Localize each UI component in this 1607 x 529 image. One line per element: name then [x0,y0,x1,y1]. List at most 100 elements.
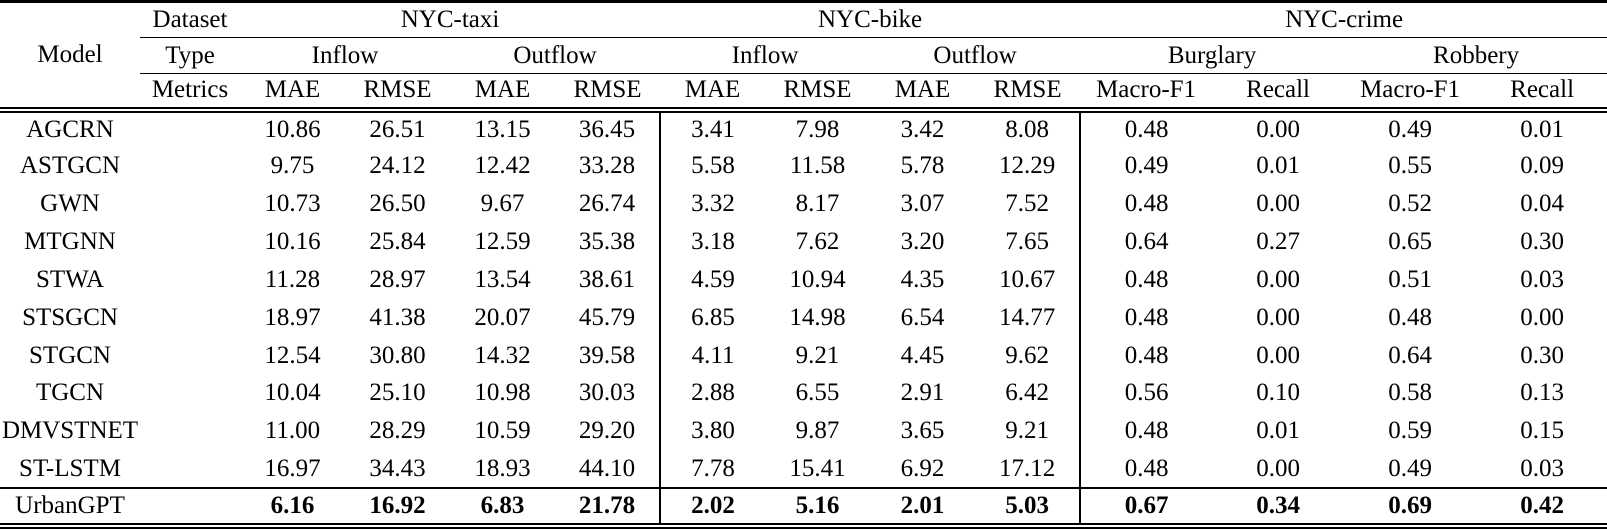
value-cell: 9.21 [1005,417,1049,445]
value-cell: 0.48 [1079,412,1213,451]
header-row-type: Type Inflow Outflow Inflow Outflow Burgl… [0,37,1607,74]
value-cell: 0.00 [1256,454,1300,482]
empty-label-cell [140,147,240,185]
value-cell: 26.74 [578,190,636,218]
empty-label-cell [140,185,240,223]
value-cell: 12.59 [474,228,531,255]
value-cell: 30.80 [369,341,426,369]
value-cell: 3.32 [659,185,766,224]
value-cell: 3.41 [659,109,766,148]
type-taxi-inflow: Inflow [240,37,450,74]
value-cell: 16.92 [345,487,450,529]
value-cell: 0.49 [1079,147,1213,186]
value-cell: 10.94 [789,265,846,293]
table-row: STGCN 12.54 30.80 14.32 39.58 4.11 9.21 … [0,336,1607,375]
table-row-urbangpt: UrbanGPT 6.16 16.92 6.83 21.78 2.02 5.16… [0,487,1607,529]
value-cell: 24.12 [369,152,426,180]
dataset-row-label: Dataset [140,1,240,38]
value-cell: 0.48 [1079,336,1213,375]
value-cell: 16.97 [264,454,321,482]
header-row-dataset: Model Dataset NYC-taxi NYC-bike NYC-crim… [0,1,1607,113]
metric-header: RMSE [975,73,1081,113]
header-row-metrics: Metrics MAE RMSE MAE RMSE MAE RMSE MAE R… [0,73,1607,113]
value-cell: 0.64 [1079,223,1213,261]
table-row: MTGNN 10.16 25.84 12.59 35.38 3.18 7.62 … [0,223,1607,261]
value-cell: 5.78 [900,152,945,180]
value-cell: 0.48 [1079,109,1213,148]
value-cell: 0.03 [1520,265,1564,293]
table-row: STWA 11.28 28.97 13.54 38.61 4.59 10.94 … [0,260,1607,299]
value-cell: 41.38 [369,303,426,331]
value-cell: 0.67 [1079,487,1213,529]
value-cell: 2.88 [659,374,766,413]
value-cell: 6.54 [900,303,945,331]
value-cell: 6.16 [240,487,345,529]
value-cell: 14.98 [789,303,846,331]
value-cell: 0.00 [1256,303,1300,331]
empty-label-cell [140,261,240,299]
value-cell: 2.91 [900,379,945,407]
value-cell: 0.49 [1388,115,1432,143]
value-cell: 9.67 [480,190,525,218]
value-cell: 11.00 [264,417,321,445]
value-cell: 11.58 [789,152,846,180]
value-cell: 3.80 [659,412,766,451]
value-cell: 45.79 [578,303,636,331]
model-name-cell: MTGNN [24,228,116,255]
value-cell: 26.51 [369,115,426,143]
table-row: DMVSTNET 11.00 28.29 10.59 29.20 3.80 9.… [0,412,1607,451]
value-cell: 0.04 [1520,190,1564,218]
model-name-cell: STGCN [29,341,111,369]
value-cell: 5.03 [975,487,1081,529]
value-cell: 10.73 [264,190,321,218]
value-cell: 6.85 [659,298,766,337]
table-row: ST-LSTM 16.97 34.43 18.93 44.10 7.78 15.… [0,450,1607,489]
value-cell: 6.92 [900,454,945,482]
type-bike-outflow: Outflow [870,37,1081,74]
value-cell: 7.98 [795,115,840,143]
value-cell: 7.78 [659,450,766,489]
value-cell: 0.01 [1520,115,1564,143]
value-cell: 0.27 [1256,228,1300,255]
value-cell: 3.07 [900,190,945,218]
value-cell: 9.21 [795,341,840,369]
value-cell: 0.00 [1256,190,1300,218]
model-name-cell: GWN [40,190,100,218]
model-name-cell: STWA [35,265,105,293]
metric-header: MAE [240,73,345,113]
value-cell: 15.41 [789,454,846,482]
value-cell: 21.78 [555,487,661,529]
value-cell: 5.58 [659,147,766,186]
value-cell: 0.48 [1079,298,1213,337]
value-cell: 6.83 [450,487,555,529]
value-cell: 0.69 [1344,487,1477,529]
value-cell: 0.01 [1256,417,1300,445]
model-name-cell: AGCRN [26,115,114,143]
metric-header: MAE [660,73,766,113]
value-cell: 0.56 [1079,374,1213,413]
table-body: AGCRN 10.86 26.51 13.15 36.45 3.41 7.98 … [0,109,1607,529]
value-cell: 7.65 [1005,228,1049,255]
value-cell: 18.93 [474,454,531,482]
metric-header: Recall [1212,73,1345,113]
value-cell: 0.51 [1388,265,1432,293]
value-cell: 0.00 [1256,115,1300,143]
value-cell: 0.00 [1256,265,1300,293]
metric-header: RMSE [555,73,661,113]
type-row-label: Type [140,37,240,74]
metric-header: MAE [870,73,976,113]
value-cell: 39.58 [578,341,636,369]
table-row: ASTGCN 9.75 24.12 12.42 33.28 5.58 11.58… [0,147,1607,186]
metric-header: RMSE [345,73,450,113]
value-cell: 4.59 [659,260,766,299]
dataset-name-nyc-crime: NYC-crime [1080,1,1607,38]
metric-header: MAE [450,73,555,113]
value-cell: 0.30 [1520,341,1564,369]
value-cell: 3.42 [900,115,945,143]
value-cell: 9.75 [270,152,315,180]
value-cell: 25.10 [369,379,426,407]
value-cell: 10.98 [474,379,531,407]
value-cell: 4.45 [900,341,945,369]
